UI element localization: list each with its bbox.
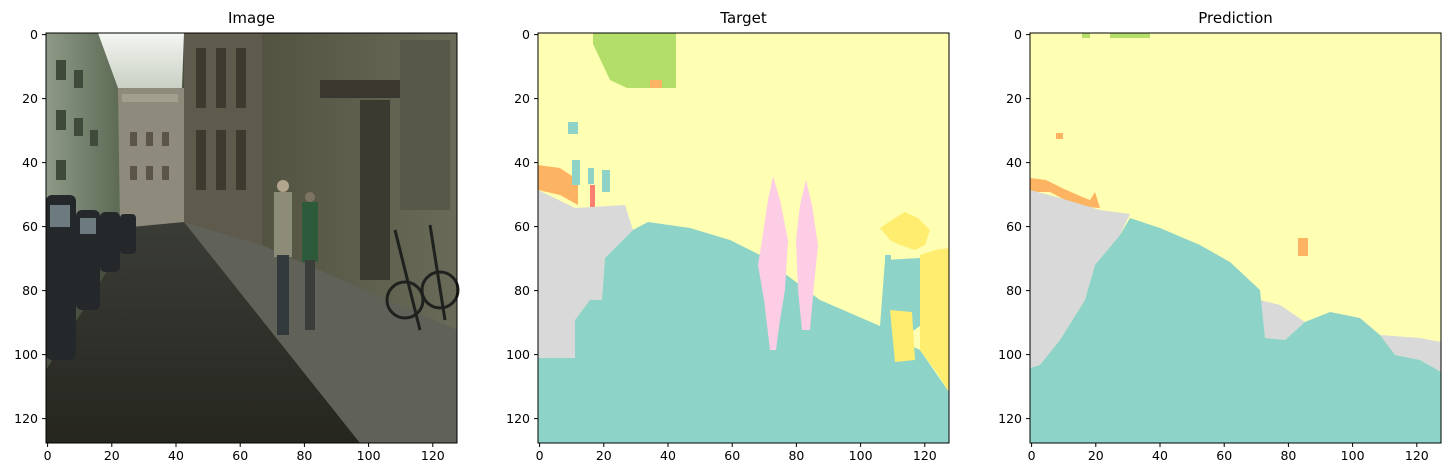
x-tick-label: 80 <box>296 448 312 463</box>
y-tick-label: 40 <box>514 155 530 170</box>
x-tick-label: 100 <box>357 448 381 463</box>
x-tick-label: 80 <box>1280 448 1296 463</box>
axes-frame-prediction <box>1029 32 1442 444</box>
panel-prediction: Prediction 0 20 40 60 80 100 120 <box>998 9 1442 463</box>
y-tick-label: 120 <box>998 411 1022 426</box>
x-tick-label: 100 <box>1341 448 1365 463</box>
segmentation-map-prediction <box>1030 33 1441 443</box>
photo <box>46 33 460 443</box>
panel-image: Image <box>14 9 460 463</box>
y-tick-label: 120 <box>14 411 38 426</box>
y-tick-label: 80 <box>514 283 530 298</box>
segmentation-map-target <box>538 33 949 443</box>
panel-target: Target 0 <box>506 9 950 463</box>
y-tick-label: 20 <box>514 91 530 106</box>
y-axis-prediction: 0 20 40 60 80 100 120 <box>998 27 1030 426</box>
x-tick-label: 100 <box>849 448 873 463</box>
y-tick-label: 80 <box>1006 283 1022 298</box>
y-axis-image: 0 20 40 60 80 100 120 <box>14 27 46 426</box>
x-axis-target: 0 20 40 60 80 100 120 <box>536 443 937 463</box>
y-tick-label: 0 <box>522 27 530 42</box>
y-tick-label: 60 <box>1006 219 1022 234</box>
y-tick-label: 20 <box>1006 91 1022 106</box>
y-axis-target: 0 20 40 60 80 100 120 <box>506 27 538 426</box>
panel-title-prediction: Prediction <box>1198 9 1273 27</box>
y-tick-label: 100 <box>14 347 38 362</box>
y-tick-label: 120 <box>506 411 530 426</box>
panel-title-target: Target <box>719 9 767 27</box>
x-tick-label: 120 <box>1405 448 1429 463</box>
x-tick-label: 0 <box>536 448 544 463</box>
x-tick-label: 60 <box>1216 448 1232 463</box>
y-tick-label: 40 <box>22 155 38 170</box>
x-tick-label: 20 <box>1088 448 1104 463</box>
panel-title-image: Image <box>228 9 275 27</box>
axes-frame-image <box>45 32 458 444</box>
x-tick-label: 40 <box>1152 448 1168 463</box>
x-tick-label: 80 <box>788 448 804 463</box>
y-tick-label: 0 <box>1014 27 1022 42</box>
x-tick-label: 120 <box>421 448 445 463</box>
y-tick-label: 100 <box>506 347 530 362</box>
x-axis-image: 0 20 40 60 80 100 120 <box>44 443 445 463</box>
y-tick-label: 40 <box>1006 155 1022 170</box>
y-tick-label: 60 <box>22 219 38 234</box>
x-tick-label: 60 <box>232 448 248 463</box>
x-tick-label: 40 <box>168 448 184 463</box>
y-tick-label: 0 <box>30 27 38 42</box>
x-tick-label: 20 <box>596 448 612 463</box>
y-tick-label: 60 <box>514 219 530 234</box>
x-tick-label: 20 <box>104 448 120 463</box>
x-tick-label: 40 <box>660 448 676 463</box>
axes-frame-target <box>537 32 950 444</box>
x-tick-label: 0 <box>1028 448 1036 463</box>
y-tick-label: 20 <box>22 91 38 106</box>
x-tick-label: 120 <box>913 448 937 463</box>
y-tick-label: 100 <box>998 347 1022 362</box>
y-tick-label: 80 <box>22 283 38 298</box>
x-tick-label: 60 <box>724 448 740 463</box>
x-axis-prediction: 0 20 40 60 80 100 120 <box>1028 443 1429 463</box>
x-tick-label: 0 <box>44 448 52 463</box>
